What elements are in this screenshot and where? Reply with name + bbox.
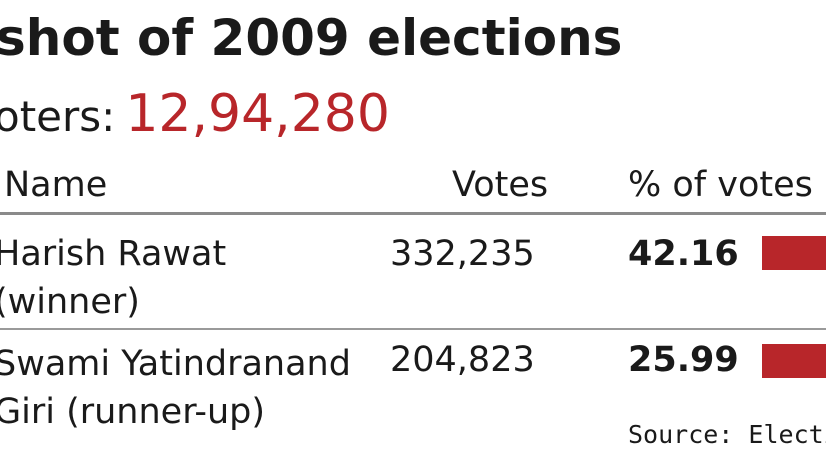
column-header-percent: % of votes p — [628, 165, 826, 205]
column-header-votes: Votes — [452, 165, 549, 205]
candidate-name-line2: (winner) — [0, 282, 140, 322]
header-divider — [0, 212, 826, 215]
candidate-vote-percent: 25.99 — [628, 340, 739, 380]
vote-share-bar — [762, 344, 826, 378]
voters-summary: oters: 12,94,280 — [0, 84, 390, 147]
voters-label: oters: — [0, 92, 116, 141]
voters-count: 12,94,280 — [125, 84, 390, 144]
candidate-name: Swami Yatindranand Giri (runner-up) — [0, 340, 351, 436]
candidate-name-line2: Giri (runner-up) — [0, 392, 266, 432]
candidate-name-line1: Swami Yatindranand — [0, 344, 351, 384]
candidate-name-line1: Harish Rawat — [0, 234, 227, 274]
candidate-vote-percent: 42.16 — [628, 234, 739, 274]
source-note: Source: Electio — [628, 420, 826, 449]
candidate-name: Harish Rawat (winner) — [0, 230, 226, 326]
column-header-name: Name — [4, 165, 108, 205]
candidate-votes: 204,823 — [390, 340, 535, 380]
vote-share-bar — [762, 236, 826, 270]
infographic-title: shot of 2009 elections — [0, 9, 623, 67]
row-divider — [0, 328, 826, 330]
candidate-votes: 332,235 — [390, 234, 535, 274]
